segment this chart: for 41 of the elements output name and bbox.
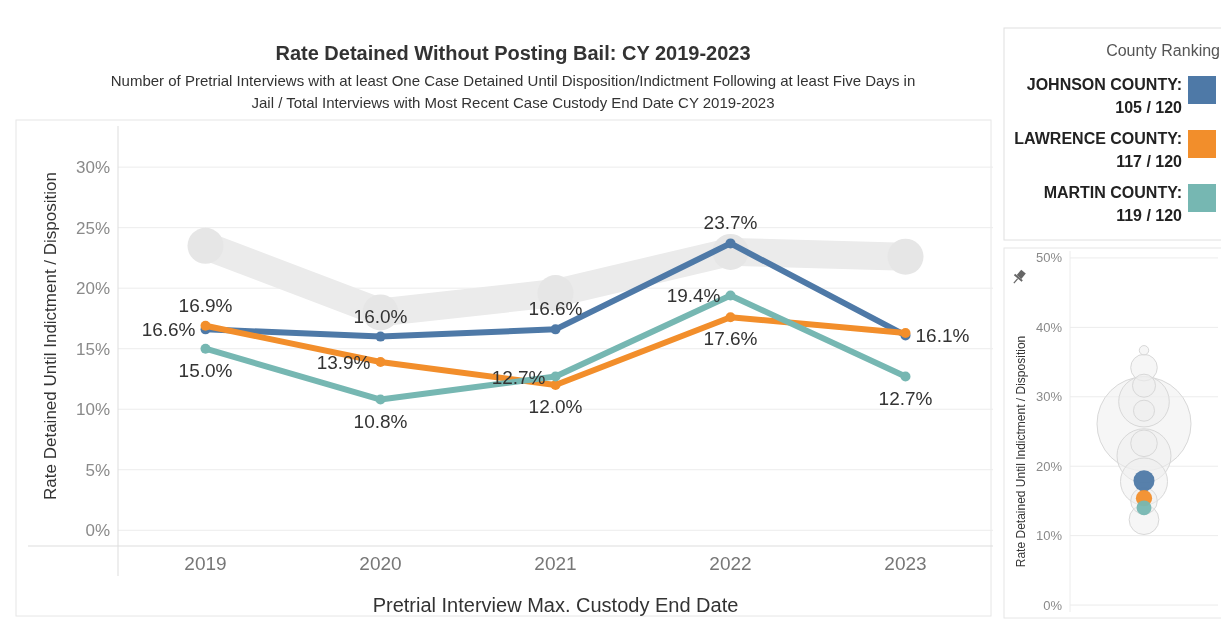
data-label: 12.7%: [491, 366, 546, 388]
y-tick-label: 0%: [85, 521, 110, 541]
data-label: 13.9%: [316, 352, 371, 374]
data-label: 12.7%: [878, 387, 933, 409]
y-tick-label: 50%: [1035, 250, 1063, 266]
y-tick-label: 40%: [1035, 319, 1063, 335]
y-axis-title: Rate Detained Until Indictment / Disposition: [41, 172, 60, 500]
y-tick-label: 10%: [1035, 528, 1063, 544]
data-label: 16.1%: [915, 325, 970, 347]
legend-label: JOHNSON COUNTY: 105 / 120: [1026, 76, 1183, 116]
x-axis-title: Pretrial Interview Max. Custody End Date: [372, 594, 739, 616]
data-label: 16.0%: [353, 305, 408, 327]
data-label: 12.0%: [528, 396, 583, 418]
y-tick-label: 30%: [1035, 389, 1063, 405]
data-label: 16.6%: [141, 319, 196, 341]
x-tick-label: 2023: [884, 553, 927, 574]
legend-label: LAWRENCE COUNTY: 117 / 120: [1014, 130, 1183, 170]
data-label: 16.6%: [528, 298, 583, 320]
legend-title: County Ranking: [1106, 42, 1220, 59]
y-tick-label: 20%: [1035, 458, 1063, 474]
x-tick-label: 2019: [184, 553, 227, 574]
y-axis-title: Rate Detained Until Indictment / Disposition: [1014, 335, 1028, 568]
data-label: 15.0%: [178, 359, 233, 381]
y-tick-label: 10%: [75, 400, 110, 420]
chart-subtitle: Number of Pretrial Interviews with at least One Case Detained Until Disposition/Indictment Following at least Five Days in Jail / Total Interviews with Most Recent Case Custody End Date CY 2019-2023: [110, 72, 916, 111]
y-tick-label: 15%: [75, 339, 110, 359]
y-tick-label: 30%: [75, 158, 110, 178]
data-label: 23.7%: [703, 212, 758, 234]
data-label: 16.9%: [178, 294, 233, 316]
legend-label: MARTIN COUNTY: 119 / 120: [1043, 184, 1183, 224]
y-tick-label: 20%: [75, 279, 110, 299]
data-label: 17.6%: [703, 328, 758, 350]
y-tick-label: 0%: [1043, 597, 1063, 613]
data-label: 19.4%: [666, 285, 721, 307]
y-tick-label: 25%: [75, 218, 110, 238]
x-tick-label: 2022: [709, 553, 752, 574]
y-tick-label: 5%: [85, 460, 110, 480]
x-tick-label: 2021: [534, 553, 577, 574]
chart-title: Rate Detained Without Posting Bail: CY 2019-2023: [275, 42, 751, 64]
data-label: 10.8%: [353, 410, 408, 432]
x-tick-label: 2020: [359, 553, 402, 574]
